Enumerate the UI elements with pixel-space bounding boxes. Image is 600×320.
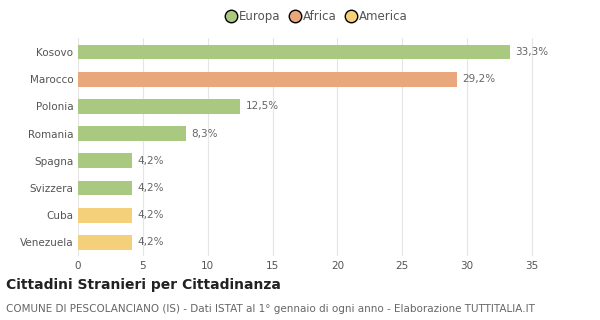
- Bar: [78, 99, 240, 114]
- Text: 33,3%: 33,3%: [515, 47, 548, 57]
- Text: 4,2%: 4,2%: [137, 156, 164, 166]
- Bar: [78, 153, 133, 168]
- Bar: [78, 208, 133, 223]
- Bar: [78, 235, 133, 250]
- Bar: [78, 180, 133, 196]
- Bar: [78, 126, 185, 141]
- Text: 4,2%: 4,2%: [137, 183, 164, 193]
- Text: COMUNE DI PESCOLANCIANO (IS) - Dati ISTAT al 1° gennaio di ogni anno - Elaborazi: COMUNE DI PESCOLANCIANO (IS) - Dati ISTA…: [6, 304, 535, 314]
- Text: 12,5%: 12,5%: [245, 101, 278, 111]
- Bar: [78, 44, 510, 60]
- Text: 29,2%: 29,2%: [462, 74, 495, 84]
- Legend: Europa, Africa, America: Europa, Africa, America: [224, 6, 412, 28]
- Bar: [78, 72, 457, 87]
- Text: Cittadini Stranieri per Cittadinanza: Cittadini Stranieri per Cittadinanza: [6, 278, 281, 292]
- Text: 4,2%: 4,2%: [137, 237, 164, 247]
- Text: 4,2%: 4,2%: [137, 210, 164, 220]
- Text: 8,3%: 8,3%: [191, 129, 217, 139]
